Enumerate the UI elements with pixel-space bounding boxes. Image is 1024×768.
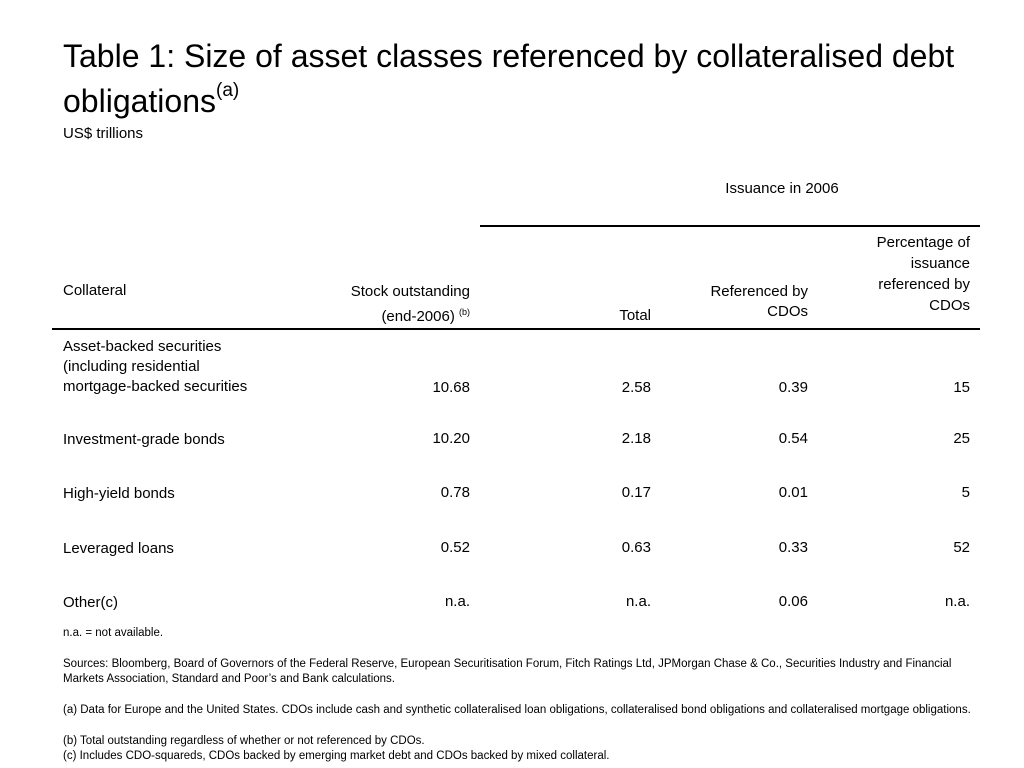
footnote-a: (a) Data for Europe and the United State… [63, 704, 971, 716]
cell-referenced-asset-backed: 0.39 [778, 379, 808, 396]
pct-header-line3: referenced by [878, 276, 970, 293]
group-header-rule [480, 225, 980, 227]
cell-pct-investment-grade: 25 [953, 430, 970, 447]
stock-footnote-marker: (b) [459, 307, 470, 317]
stock-header-line2: (end-2006) (b) [272, 302, 470, 327]
row-label-investment-grade: Investment-grade bonds [63, 431, 225, 448]
cell-stock-leveraged-loans: 0.52 [440, 539, 470, 556]
referenced-header-line2: CDOs [767, 303, 808, 320]
cell-referenced-leveraged-loans: 0.33 [778, 539, 808, 556]
cell-total-high-yield: 0.17 [621, 484, 651, 501]
title-footnote-marker: (a) [216, 80, 240, 102]
cell-total-other: n.a. [625, 593, 651, 610]
row-label-other: Other(c) [63, 594, 119, 611]
pct-header-line4: CDOs [929, 297, 970, 314]
title-text: Table 1: Size of asset classes reference… [63, 38, 955, 119]
header-bottom-rule [52, 328, 980, 330]
row-label-line: mortgage-backed securities [63, 378, 248, 395]
cell-pct-asset-backed: 15 [953, 379, 970, 396]
stock-header-line1: Stock outstanding [350, 283, 470, 300]
referenced-header-line1: Referenced by [710, 283, 808, 300]
cell-pct-high-yield: 5 [961, 484, 970, 501]
group-header-issuance: Issuance in 2006 [725, 180, 839, 197]
column-header-percentage: Percentage of issuance referenced by CDO… [822, 232, 970, 316]
row-label-line: Asset-backed securities [63, 338, 222, 355]
cell-referenced-high-yield: 0.01 [778, 484, 808, 501]
cell-stock-investment-grade: 10.20 [432, 430, 470, 447]
page-title: Table 1: Size of asset classes reference… [63, 34, 1003, 124]
cell-stock-other: n.a. [444, 593, 470, 610]
footnote-c: (c) Includes CDO-squareds, CDOs backed b… [63, 750, 610, 762]
cell-referenced-investment-grade: 0.54 [778, 430, 808, 447]
cell-total-investment-grade: 2.18 [621, 430, 651, 447]
note-not-available: n.a. = not available. [63, 627, 164, 639]
cdo-table: Issuance in 2006 Collateral Stock outsta… [52, 170, 980, 611]
column-header-referenced: Referenced by CDOs [652, 282, 808, 322]
cell-pct-other: n.a. [944, 593, 970, 610]
cell-stock-high-yield: 0.78 [440, 484, 470, 501]
pct-header-line1: Percentage of [876, 234, 970, 251]
cell-total-leveraged-loans: 0.63 [621, 539, 651, 556]
row-label-asset-backed: Asset-backed securities (including resid… [63, 337, 323, 397]
stock-header-period: (end-2006) [381, 308, 455, 325]
column-header-collateral: Collateral [63, 282, 127, 299]
note-sources: Sources: Bloomberg, Board of Governors o… [63, 658, 952, 685]
row-label-high-yield: High-yield bonds [63, 485, 175, 502]
cell-stock-asset-backed: 10.68 [432, 379, 470, 396]
column-header-total: Total [619, 307, 651, 324]
column-header-stock: Stock outstanding (end-2006) (b) [272, 282, 470, 327]
units-label: US$ trillions [63, 125, 144, 142]
cell-pct-leveraged-loans: 52 [953, 539, 970, 556]
row-label-leveraged-loans: Leveraged loans [63, 540, 174, 557]
footnote-b: (b) Total outstanding regardless of whet… [63, 735, 425, 747]
cell-total-asset-backed: 2.58 [621, 379, 651, 396]
row-label-line: (including residential [63, 358, 200, 375]
pct-header-line2: issuance [910, 255, 970, 272]
cell-referenced-other: 0.06 [778, 593, 808, 610]
